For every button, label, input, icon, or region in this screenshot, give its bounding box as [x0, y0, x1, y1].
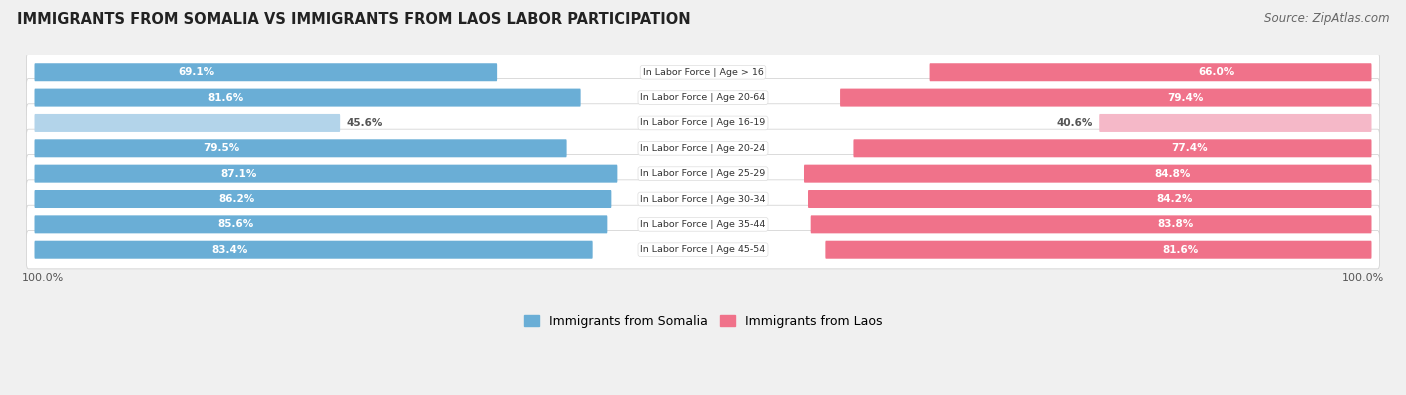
Text: In Labor Force | Age 16-19: In Labor Force | Age 16-19 — [640, 118, 766, 128]
Text: 81.6%: 81.6% — [1163, 245, 1198, 255]
FancyBboxPatch shape — [27, 180, 1379, 218]
FancyBboxPatch shape — [27, 205, 1379, 243]
FancyBboxPatch shape — [35, 165, 617, 182]
Text: 79.4%: 79.4% — [1167, 92, 1204, 103]
Text: In Labor Force | Age 45-54: In Labor Force | Age 45-54 — [640, 245, 766, 254]
FancyBboxPatch shape — [35, 63, 498, 81]
Text: 81.6%: 81.6% — [208, 92, 243, 103]
FancyBboxPatch shape — [27, 53, 1379, 91]
Text: 66.0%: 66.0% — [1198, 67, 1234, 77]
Text: 84.2%: 84.2% — [1156, 194, 1192, 204]
Text: 83.8%: 83.8% — [1157, 219, 1194, 229]
Text: 100.0%: 100.0% — [1343, 273, 1385, 282]
Text: In Labor Force | Age 30-34: In Labor Force | Age 30-34 — [640, 194, 766, 203]
Text: In Labor Force | Age 20-24: In Labor Force | Age 20-24 — [640, 144, 766, 153]
FancyBboxPatch shape — [839, 88, 1371, 107]
FancyBboxPatch shape — [808, 190, 1371, 208]
Text: 100.0%: 100.0% — [21, 273, 63, 282]
Text: 69.1%: 69.1% — [179, 67, 215, 77]
Text: 83.4%: 83.4% — [212, 245, 249, 255]
FancyBboxPatch shape — [35, 190, 612, 208]
Text: IMMIGRANTS FROM SOMALIA VS IMMIGRANTS FROM LAOS LABOR PARTICIPATION: IMMIGRANTS FROM SOMALIA VS IMMIGRANTS FR… — [17, 12, 690, 27]
Text: Source: ZipAtlas.com: Source: ZipAtlas.com — [1264, 12, 1389, 25]
FancyBboxPatch shape — [35, 114, 340, 132]
FancyBboxPatch shape — [27, 154, 1379, 193]
Text: 79.5%: 79.5% — [202, 143, 239, 153]
Text: 84.8%: 84.8% — [1154, 169, 1191, 179]
Text: In Labor Force | Age > 16: In Labor Force | Age > 16 — [643, 68, 763, 77]
Legend: Immigrants from Somalia, Immigrants from Laos: Immigrants from Somalia, Immigrants from… — [519, 310, 887, 333]
FancyBboxPatch shape — [35, 139, 567, 157]
FancyBboxPatch shape — [35, 88, 581, 107]
FancyBboxPatch shape — [811, 215, 1371, 233]
FancyBboxPatch shape — [1099, 114, 1371, 132]
Text: 86.2%: 86.2% — [218, 194, 254, 204]
Text: 45.6%: 45.6% — [346, 118, 382, 128]
FancyBboxPatch shape — [804, 165, 1371, 182]
Text: In Labor Force | Age 35-44: In Labor Force | Age 35-44 — [640, 220, 766, 229]
Text: In Labor Force | Age 20-64: In Labor Force | Age 20-64 — [640, 93, 766, 102]
FancyBboxPatch shape — [27, 129, 1379, 167]
FancyBboxPatch shape — [27, 104, 1379, 142]
FancyBboxPatch shape — [929, 63, 1371, 81]
FancyBboxPatch shape — [853, 139, 1371, 157]
Text: 85.6%: 85.6% — [217, 219, 253, 229]
FancyBboxPatch shape — [825, 241, 1371, 259]
FancyBboxPatch shape — [35, 215, 607, 233]
Text: In Labor Force | Age 25-29: In Labor Force | Age 25-29 — [640, 169, 766, 178]
FancyBboxPatch shape — [27, 79, 1379, 117]
FancyBboxPatch shape — [27, 231, 1379, 269]
Text: 40.6%: 40.6% — [1057, 118, 1092, 128]
FancyBboxPatch shape — [35, 241, 593, 259]
Text: 87.1%: 87.1% — [221, 169, 257, 179]
Text: 77.4%: 77.4% — [1171, 143, 1208, 153]
